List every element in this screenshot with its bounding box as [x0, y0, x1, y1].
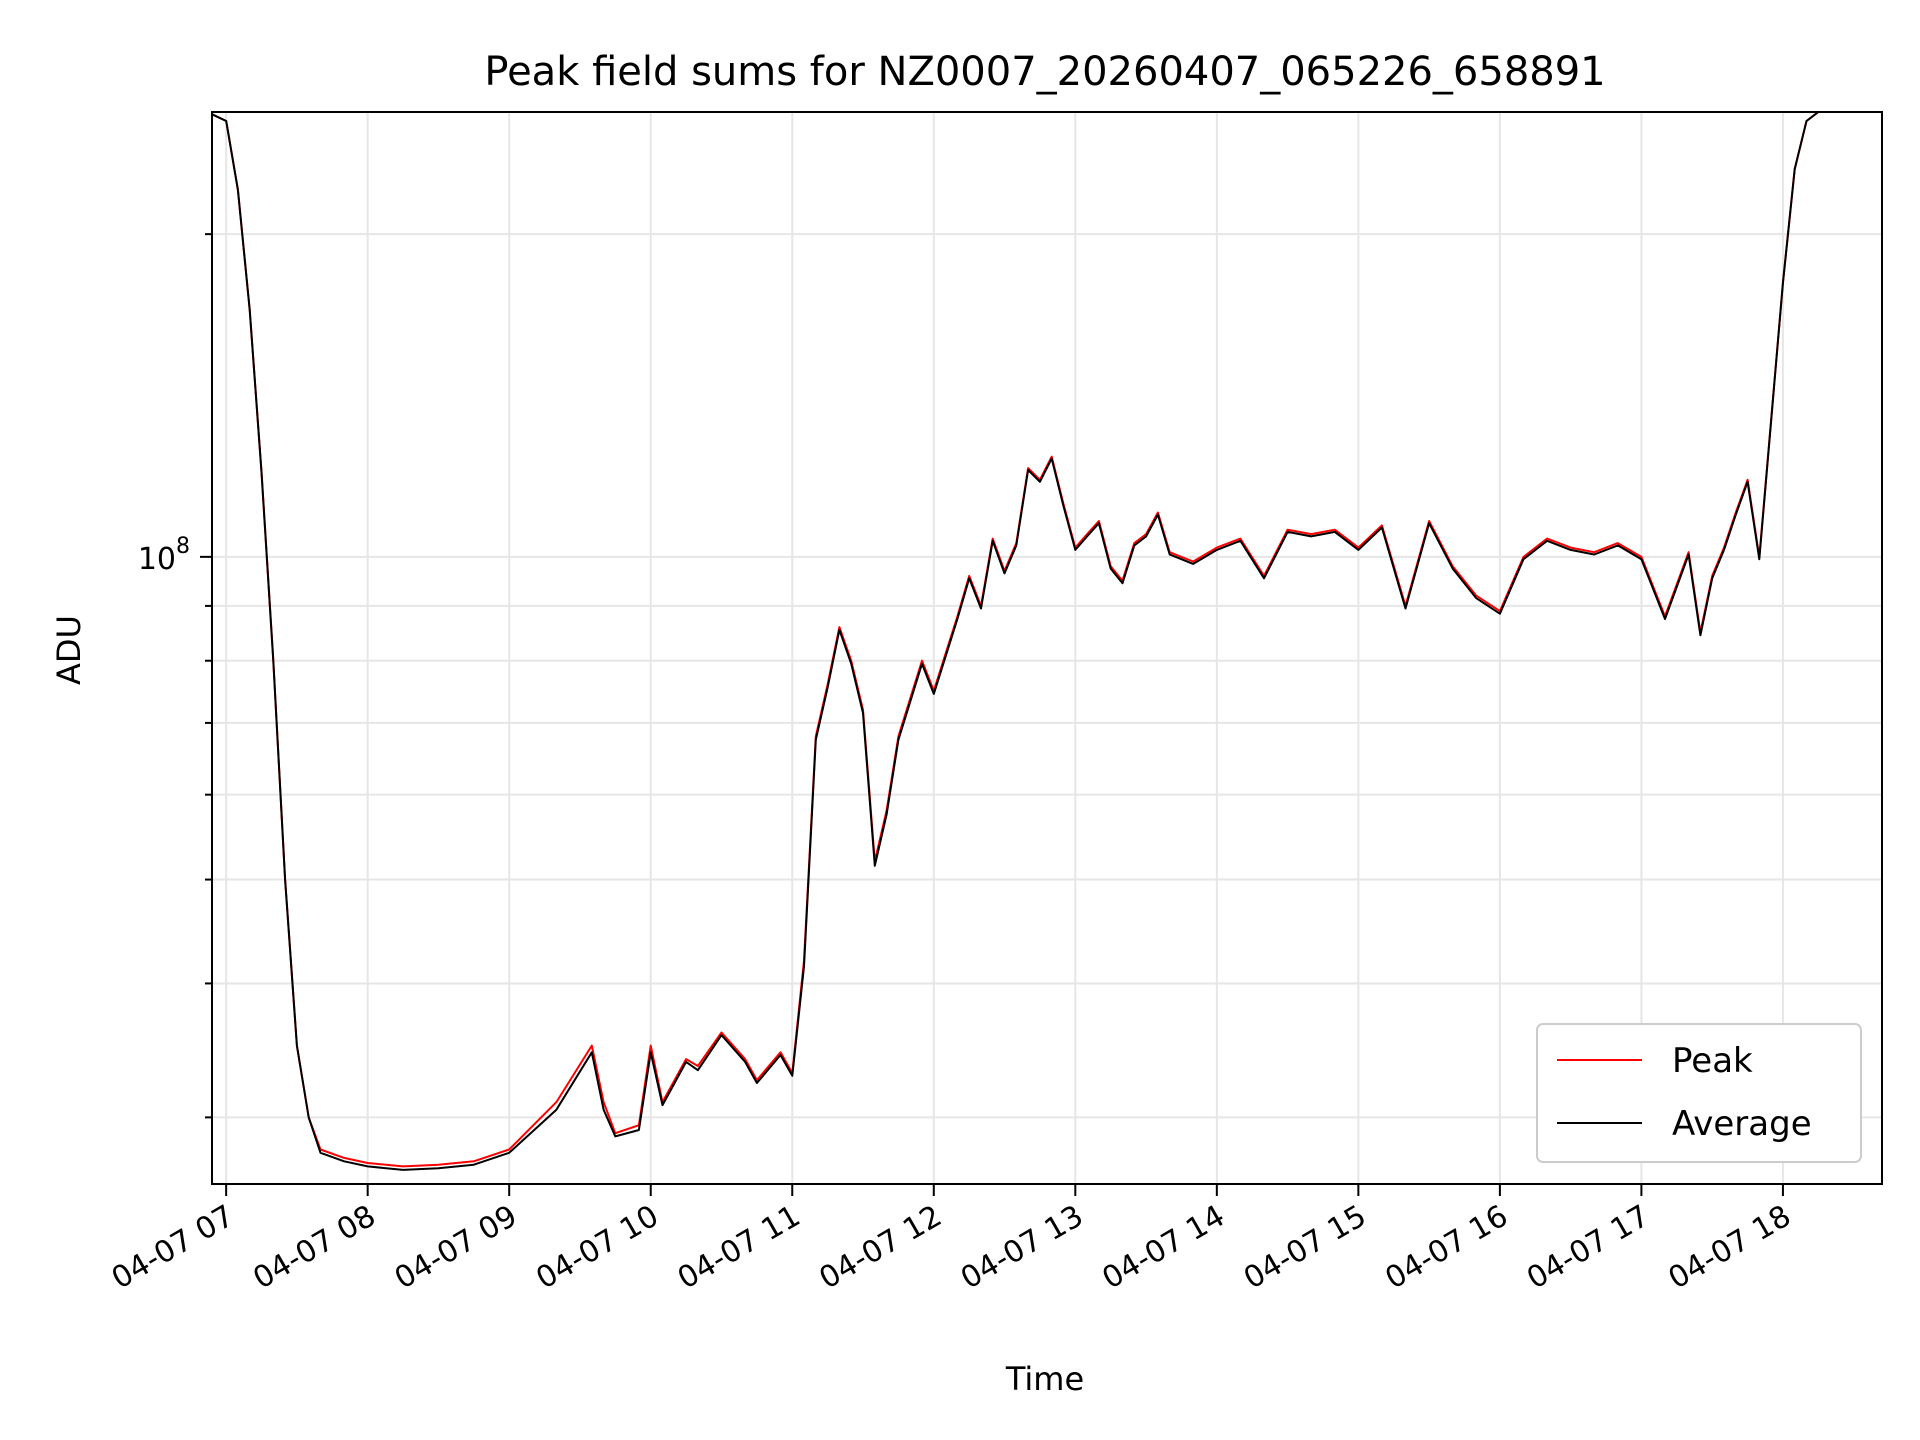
legend-label-average: Average — [1672, 1104, 1812, 1144]
legend: Peak Average — [1536, 1023, 1862, 1163]
series-line-average — [212, 112, 1878, 1171]
legend-label-peak: Peak — [1672, 1041, 1753, 1081]
y-axis-label: ADU — [50, 615, 88, 685]
x-axis-label: Time — [1005, 1360, 1084, 1398]
series-group — [212, 112, 1878, 1171]
legend-box — [1536, 1023, 1862, 1163]
plot-frame — [211, 111, 1883, 1185]
y-tick-label: 108 — [138, 534, 190, 577]
grid — [212, 112, 1882, 1184]
chart-title: Peak field sums for NZ0007_20260407_0652… — [484, 49, 1605, 95]
